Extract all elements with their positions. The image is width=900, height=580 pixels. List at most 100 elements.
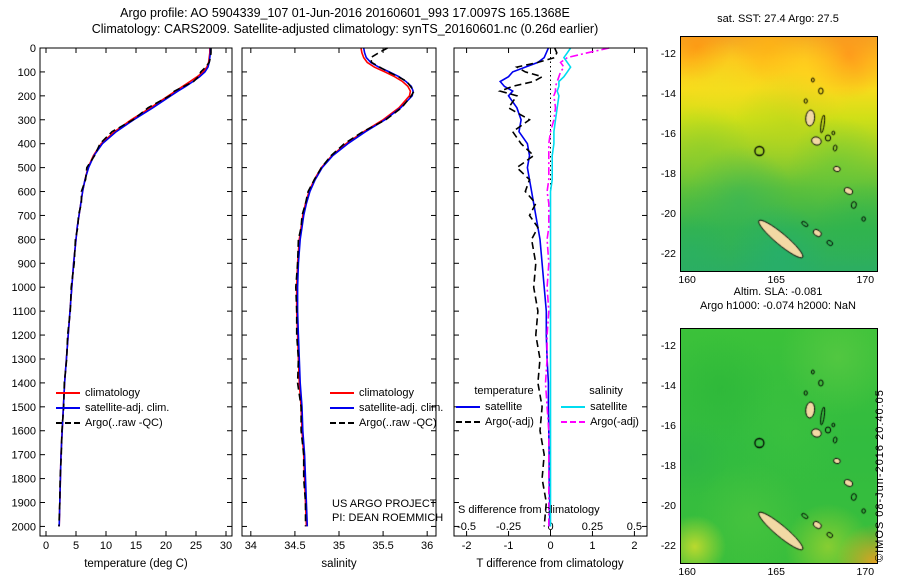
difference-legend: temperature satellite Argo(-adj) salinit… xyxy=(456,384,651,430)
x-tick-label: 15 xyxy=(130,540,142,552)
series-argo-raw xyxy=(294,47,415,527)
depth-tick-label: 400 xyxy=(18,139,36,151)
imos-watermark: ©IMOS 08-Jun-2016 20:40:05 xyxy=(874,389,886,562)
lon-tick-label: 160 xyxy=(678,566,696,578)
lat-tick-label: -14 xyxy=(660,88,676,100)
s-tick-label: 0 xyxy=(547,521,553,533)
legend-label-climatology: climatology xyxy=(359,387,415,399)
lat-tick-label: -22 xyxy=(660,540,676,552)
depth-tick-label: 1600 xyxy=(12,426,36,438)
sla-map xyxy=(680,328,878,564)
lat-tick-label: -22 xyxy=(660,248,676,260)
lon-tick-label: 170 xyxy=(856,566,875,578)
series-argo-raw xyxy=(58,48,212,527)
lat-tick-label: -20 xyxy=(660,500,676,512)
lat-tick-label: -18 xyxy=(660,168,676,180)
x-tick-label: 5 xyxy=(73,540,79,552)
x-tick-label: 2 xyxy=(631,540,637,552)
lat-tick-label: -12 xyxy=(660,48,676,60)
legend-header-salinity: salinity xyxy=(589,385,623,397)
legend-label-t-satellite: satellite xyxy=(485,401,523,413)
depth-tick-label: 900 xyxy=(18,258,36,270)
depth-tick-label: 2000 xyxy=(12,521,36,533)
sla-map-canvas xyxy=(681,329,877,563)
x-tick-label: 35 xyxy=(333,540,345,552)
x-tick-label: 20 xyxy=(160,540,172,552)
lat-tick-label: -12 xyxy=(660,340,676,352)
legend-label-s-argo: Argo(-adj) xyxy=(590,416,639,428)
legend-label-satellite: satellite-adj. clim. xyxy=(85,402,170,414)
x-tick-label: 34.5 xyxy=(284,540,305,552)
plot-box xyxy=(453,47,648,537)
x-tick-label: 30 xyxy=(220,540,232,552)
series-satellite-adj-clim xyxy=(58,48,212,527)
depth-tick-label: 100 xyxy=(18,67,36,79)
s-tick-label: 0.25 xyxy=(582,521,603,533)
figure-title: Argo profile: AO 5904339_107 01-Jun-2016… xyxy=(120,6,570,20)
series-climatology xyxy=(295,47,412,527)
temperature-panel: 0 5 10 15 20 25 300100200300400500600700800900… xyxy=(12,43,233,552)
lon-tick-label: 165 xyxy=(767,566,785,578)
plot-box xyxy=(39,47,233,537)
sla-map-title-2: Argo h1000: -0.074 h2000: NaN xyxy=(700,300,856,312)
legend-label-argo: Argo(..raw -QC) xyxy=(359,417,437,429)
depth-tick-label: 1700 xyxy=(12,450,36,462)
depth-tick-label: 300 xyxy=(18,115,36,127)
lat-tick-label: -20 xyxy=(660,208,676,220)
salinity-panel: 34 34.5 35 35.5 36 xyxy=(241,47,437,552)
temperature-legend: climatology satellite-adj. clim. Argo(..… xyxy=(56,386,169,431)
t-difference-xlabel: T difference from climatology xyxy=(476,558,624,570)
s-satellite-line-swatch xyxy=(561,406,586,409)
satellite-line-swatch xyxy=(330,407,354,410)
series-t-diff-satellite xyxy=(498,47,551,527)
x-tick-label: 1 xyxy=(589,540,595,552)
x-tick-label: 0 xyxy=(547,540,553,552)
depth-tick-label: 1800 xyxy=(12,474,36,486)
depth-tick-label: 500 xyxy=(18,163,36,175)
argo-line-swatch xyxy=(56,422,80,425)
x-tick-label: 36 xyxy=(421,540,433,552)
sst-map xyxy=(680,36,878,272)
x-tick-label: 35.5 xyxy=(372,540,393,552)
x-tick-label: 0 xyxy=(43,540,49,552)
sst-map-canvas xyxy=(681,37,877,271)
lat-tick-label: -18 xyxy=(660,460,676,472)
legend-label-t-argo: Argo(-adj) xyxy=(485,416,534,428)
lat-tick-label: -16 xyxy=(660,128,676,140)
depth-tick-label: 1900 xyxy=(12,498,36,510)
legend-label-satellite: satellite-adj. clim. xyxy=(359,402,444,414)
plot-box xyxy=(241,47,437,537)
s-argo-line-swatch xyxy=(561,421,586,424)
satellite-line-swatch xyxy=(56,407,80,410)
depth-tick-label: 800 xyxy=(18,234,36,246)
x-tick-label: -2 xyxy=(462,540,472,552)
x-tick-label: 10 xyxy=(100,540,112,552)
lon-tick-label: 165 xyxy=(767,274,785,286)
depth-tick-label: 1500 xyxy=(12,402,36,414)
lon-tick-label: 160 xyxy=(678,274,696,286)
x-tick-label: 34 xyxy=(245,540,257,552)
s-difference-label: S difference from climatology xyxy=(458,504,600,516)
legend-label-climatology: climatology xyxy=(85,387,141,399)
climatology-line-swatch xyxy=(330,392,354,395)
s-tick-label: -0.5 xyxy=(457,521,476,533)
depth-tick-label: 1300 xyxy=(12,354,36,366)
salinity-legend: climatology satellite-adj. clim. Argo(..… xyxy=(330,386,443,431)
sla-map-title-1: Altim. SLA: -0.081 xyxy=(733,286,823,298)
depth-tick-label: 1100 xyxy=(12,306,36,318)
series-t-diff-argo xyxy=(497,47,558,527)
temperature-xlabel: temperature (deg C) xyxy=(84,558,188,570)
depth-tick-label: 700 xyxy=(18,210,36,222)
t-satellite-line-swatch xyxy=(456,406,480,409)
legend-header-temperature: temperature xyxy=(474,385,534,397)
legend-label-argo: Argo(..raw -QC) xyxy=(85,417,163,429)
lat-tick-label: -16 xyxy=(660,420,676,432)
argo-line-swatch xyxy=(330,422,354,425)
salinity-xlabel: salinity xyxy=(321,558,357,570)
legend-label-s-satellite: satellite xyxy=(590,401,628,413)
t-argo-line-swatch xyxy=(456,421,480,424)
depth-tick-label: 1000 xyxy=(12,282,36,294)
x-tick-label: -1 xyxy=(504,540,514,552)
series-s-diff-satellite xyxy=(549,47,572,527)
